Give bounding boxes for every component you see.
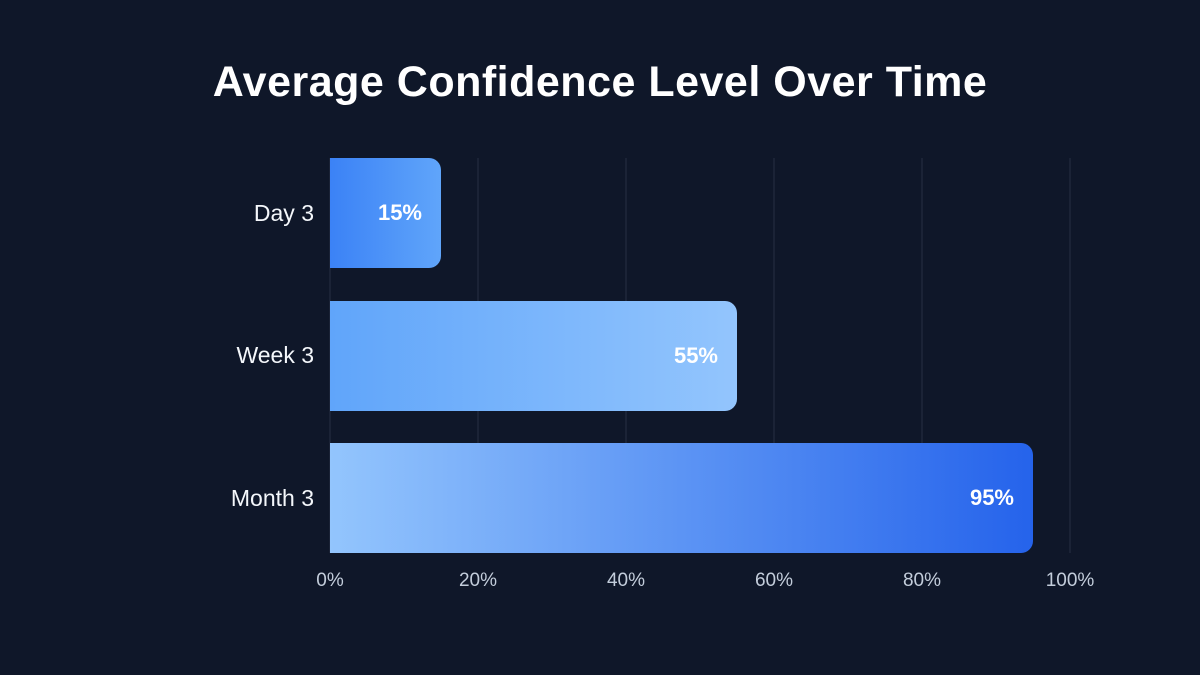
chart-title: Average Confidence Level Over Time [212, 58, 988, 106]
bar-row: Month 3 95% [231, 443, 1070, 553]
bar-rows: Day 3 15% Week 3 55% Month 3 95% [231, 158, 1070, 553]
gridline [1069, 158, 1071, 553]
bar-value-label: 95% [969, 485, 1014, 510]
bar-day-3: 15% [330, 158, 441, 268]
category-label: Week 3 [236, 342, 314, 368]
gridline [921, 158, 923, 553]
plot-area: Day 3 15% Week 3 55% Month 3 95% [231, 158, 1071, 553]
bar-row: Day 3 15% [254, 158, 1070, 268]
x-tick-label: 20% [458, 570, 498, 591]
category-label: Day 3 [253, 199, 314, 226]
x-axis: 0% 20% 40% 60% 80% 100% [316, 570, 1094, 598]
bar-row: Week 3 55% [236, 300, 1070, 411]
x-tick-label: 80% [902, 570, 942, 591]
x-tick-label: 0% [316, 570, 344, 591]
x-tick-label: 60% [754, 570, 794, 591]
x-tick-label: 100% [1045, 570, 1095, 591]
bar-value-label: 15% [377, 200, 422, 225]
gridline [773, 158, 775, 553]
bar-week-3: 55% [330, 300, 737, 411]
bar-month-3: 95% [330, 443, 1033, 553]
category-label: Month 3 [230, 484, 314, 511]
x-tick-label: 40% [606, 570, 646, 591]
bar-value-label: 55% [673, 342, 718, 368]
